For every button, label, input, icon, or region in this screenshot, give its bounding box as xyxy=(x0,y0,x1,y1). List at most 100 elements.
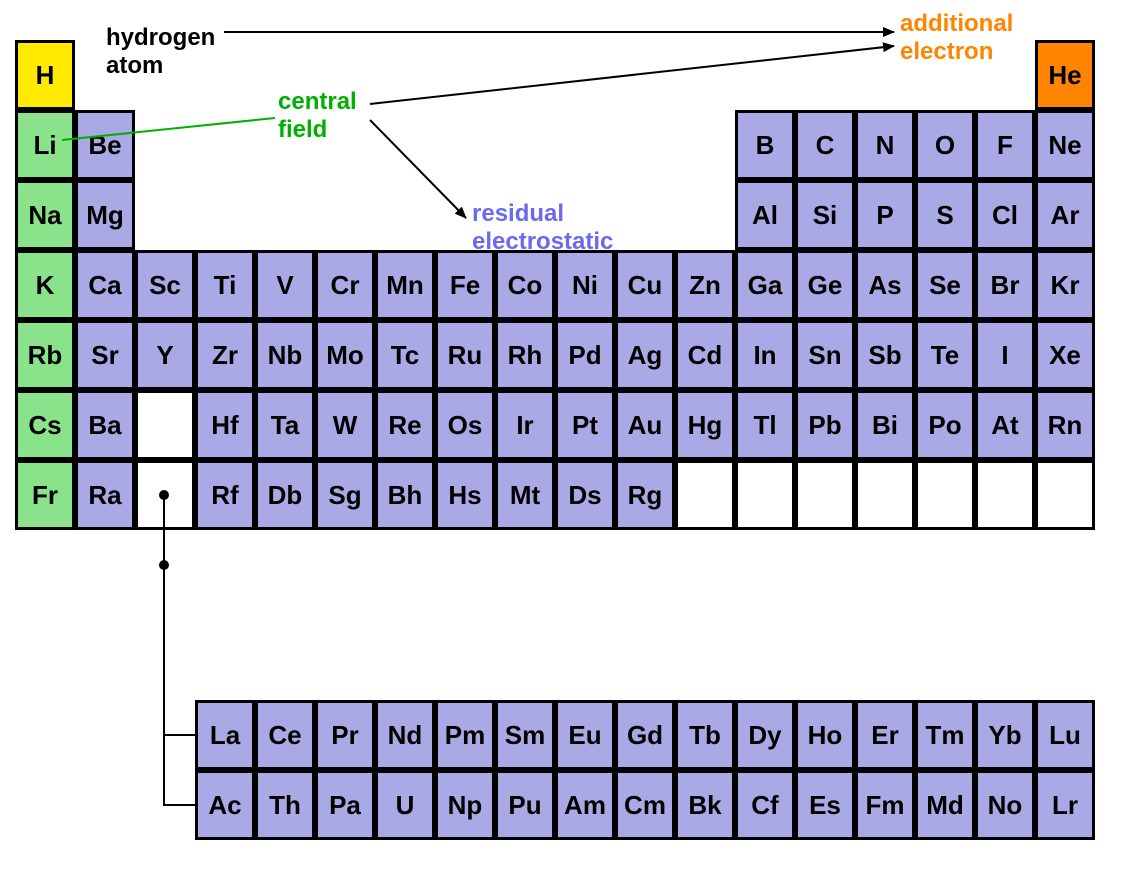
element-cell: Mn xyxy=(375,250,435,320)
element-cell: Cm xyxy=(615,770,675,840)
element-cell: Ga xyxy=(735,250,795,320)
element-cell: Pd xyxy=(555,320,615,390)
element-cell: Cd xyxy=(675,320,735,390)
element-cell: Ni xyxy=(555,250,615,320)
element-cell: Na xyxy=(15,180,75,250)
connector-dot xyxy=(159,560,169,570)
element-cell: La xyxy=(195,700,255,770)
element-cell: Tl xyxy=(735,390,795,460)
element-cell: Ca xyxy=(75,250,135,320)
element-cell: Md xyxy=(915,770,975,840)
element-cell: Kr xyxy=(1035,250,1095,320)
element-cell: Ru xyxy=(435,320,495,390)
element-cell: Cf xyxy=(735,770,795,840)
element-cell xyxy=(135,460,195,530)
element-cell: Sb xyxy=(855,320,915,390)
element-cell: Am xyxy=(555,770,615,840)
element-cell: Hg xyxy=(675,390,735,460)
element-cell: Sr xyxy=(75,320,135,390)
element-cell: Eu xyxy=(555,700,615,770)
element-cell: He xyxy=(1035,40,1095,110)
element-cell: Si xyxy=(795,180,855,250)
element-cell: Rg xyxy=(615,460,675,530)
element-cell: Al xyxy=(735,180,795,250)
element-cell: K xyxy=(15,250,75,320)
element-cell: Bi xyxy=(855,390,915,460)
element-cell: Fm xyxy=(855,770,915,840)
element-cell: Fr xyxy=(15,460,75,530)
annotation-arrow xyxy=(370,46,894,104)
element-cell: S xyxy=(915,180,975,250)
element-cell: Th xyxy=(255,770,315,840)
element-cell: Yb xyxy=(975,700,1035,770)
element-cell: Er xyxy=(855,700,915,770)
element-cell: Rn xyxy=(1035,390,1095,460)
element-cell: Nb xyxy=(255,320,315,390)
element-cell: Tm xyxy=(915,700,975,770)
element-cell xyxy=(735,460,795,530)
element-cell xyxy=(1035,460,1095,530)
element-cell: Sg xyxy=(315,460,375,530)
element-cell: Re xyxy=(375,390,435,460)
central-field-label: central field xyxy=(278,88,357,143)
additional-electron-label: additional electron xyxy=(900,10,1013,65)
element-cell: Ra xyxy=(75,460,135,530)
element-cell: Te xyxy=(915,320,975,390)
element-cell: Ti xyxy=(195,250,255,320)
connector-line xyxy=(164,495,195,735)
element-cell: Ge xyxy=(795,250,855,320)
element-cell: Ar xyxy=(1035,180,1095,250)
element-cell: Cr xyxy=(315,250,375,320)
element-cell: Ta xyxy=(255,390,315,460)
element-cell: Cl xyxy=(975,180,1035,250)
element-cell: Ir xyxy=(495,390,555,460)
element-cell: Cu xyxy=(615,250,675,320)
element-cell: Rf xyxy=(195,460,255,530)
element-cell: Ac xyxy=(195,770,255,840)
element-cell: Xe xyxy=(1035,320,1095,390)
element-cell: Os xyxy=(435,390,495,460)
element-cell: N xyxy=(855,110,915,180)
element-cell: F xyxy=(975,110,1035,180)
element-cell: Tc xyxy=(375,320,435,390)
element-cell: Rh xyxy=(495,320,555,390)
element-cell: Bk xyxy=(675,770,735,840)
element-cell: Hs xyxy=(435,460,495,530)
element-cell: Li xyxy=(15,110,75,180)
element-cell: Gd xyxy=(615,700,675,770)
element-cell: Se xyxy=(915,250,975,320)
element-cell: In xyxy=(735,320,795,390)
element-cell: Pm xyxy=(435,700,495,770)
element-cell xyxy=(975,460,1035,530)
element-cell: I xyxy=(975,320,1035,390)
element-cell: Co xyxy=(495,250,555,320)
element-cell: Np xyxy=(435,770,495,840)
element-cell: Hf xyxy=(195,390,255,460)
element-cell: Es xyxy=(795,770,855,840)
element-cell: Ho xyxy=(795,700,855,770)
element-cell: O xyxy=(915,110,975,180)
element-cell: Y xyxy=(135,320,195,390)
element-cell: Mg xyxy=(75,180,135,250)
element-cell: W xyxy=(315,390,375,460)
element-cell: Ag xyxy=(615,320,675,390)
element-cell: Pu xyxy=(495,770,555,840)
element-cell: Pt xyxy=(555,390,615,460)
element-cell xyxy=(135,390,195,460)
element-cell: Mo xyxy=(315,320,375,390)
element-cell xyxy=(855,460,915,530)
element-cell: Rb xyxy=(15,320,75,390)
element-cell: Au xyxy=(615,390,675,460)
element-cell: Ba xyxy=(75,390,135,460)
element-cell: Db xyxy=(255,460,315,530)
element-cell: Lu xyxy=(1035,700,1095,770)
element-cell: B xyxy=(735,110,795,180)
element-cell xyxy=(675,460,735,530)
hydrogen-atom-label: hydrogen atom xyxy=(106,24,215,79)
element-cell xyxy=(795,460,855,530)
element-cell xyxy=(915,460,975,530)
element-cell: Dy xyxy=(735,700,795,770)
element-cell: Fe xyxy=(435,250,495,320)
element-cell: Ce xyxy=(255,700,315,770)
element-cell: Lr xyxy=(1035,770,1095,840)
